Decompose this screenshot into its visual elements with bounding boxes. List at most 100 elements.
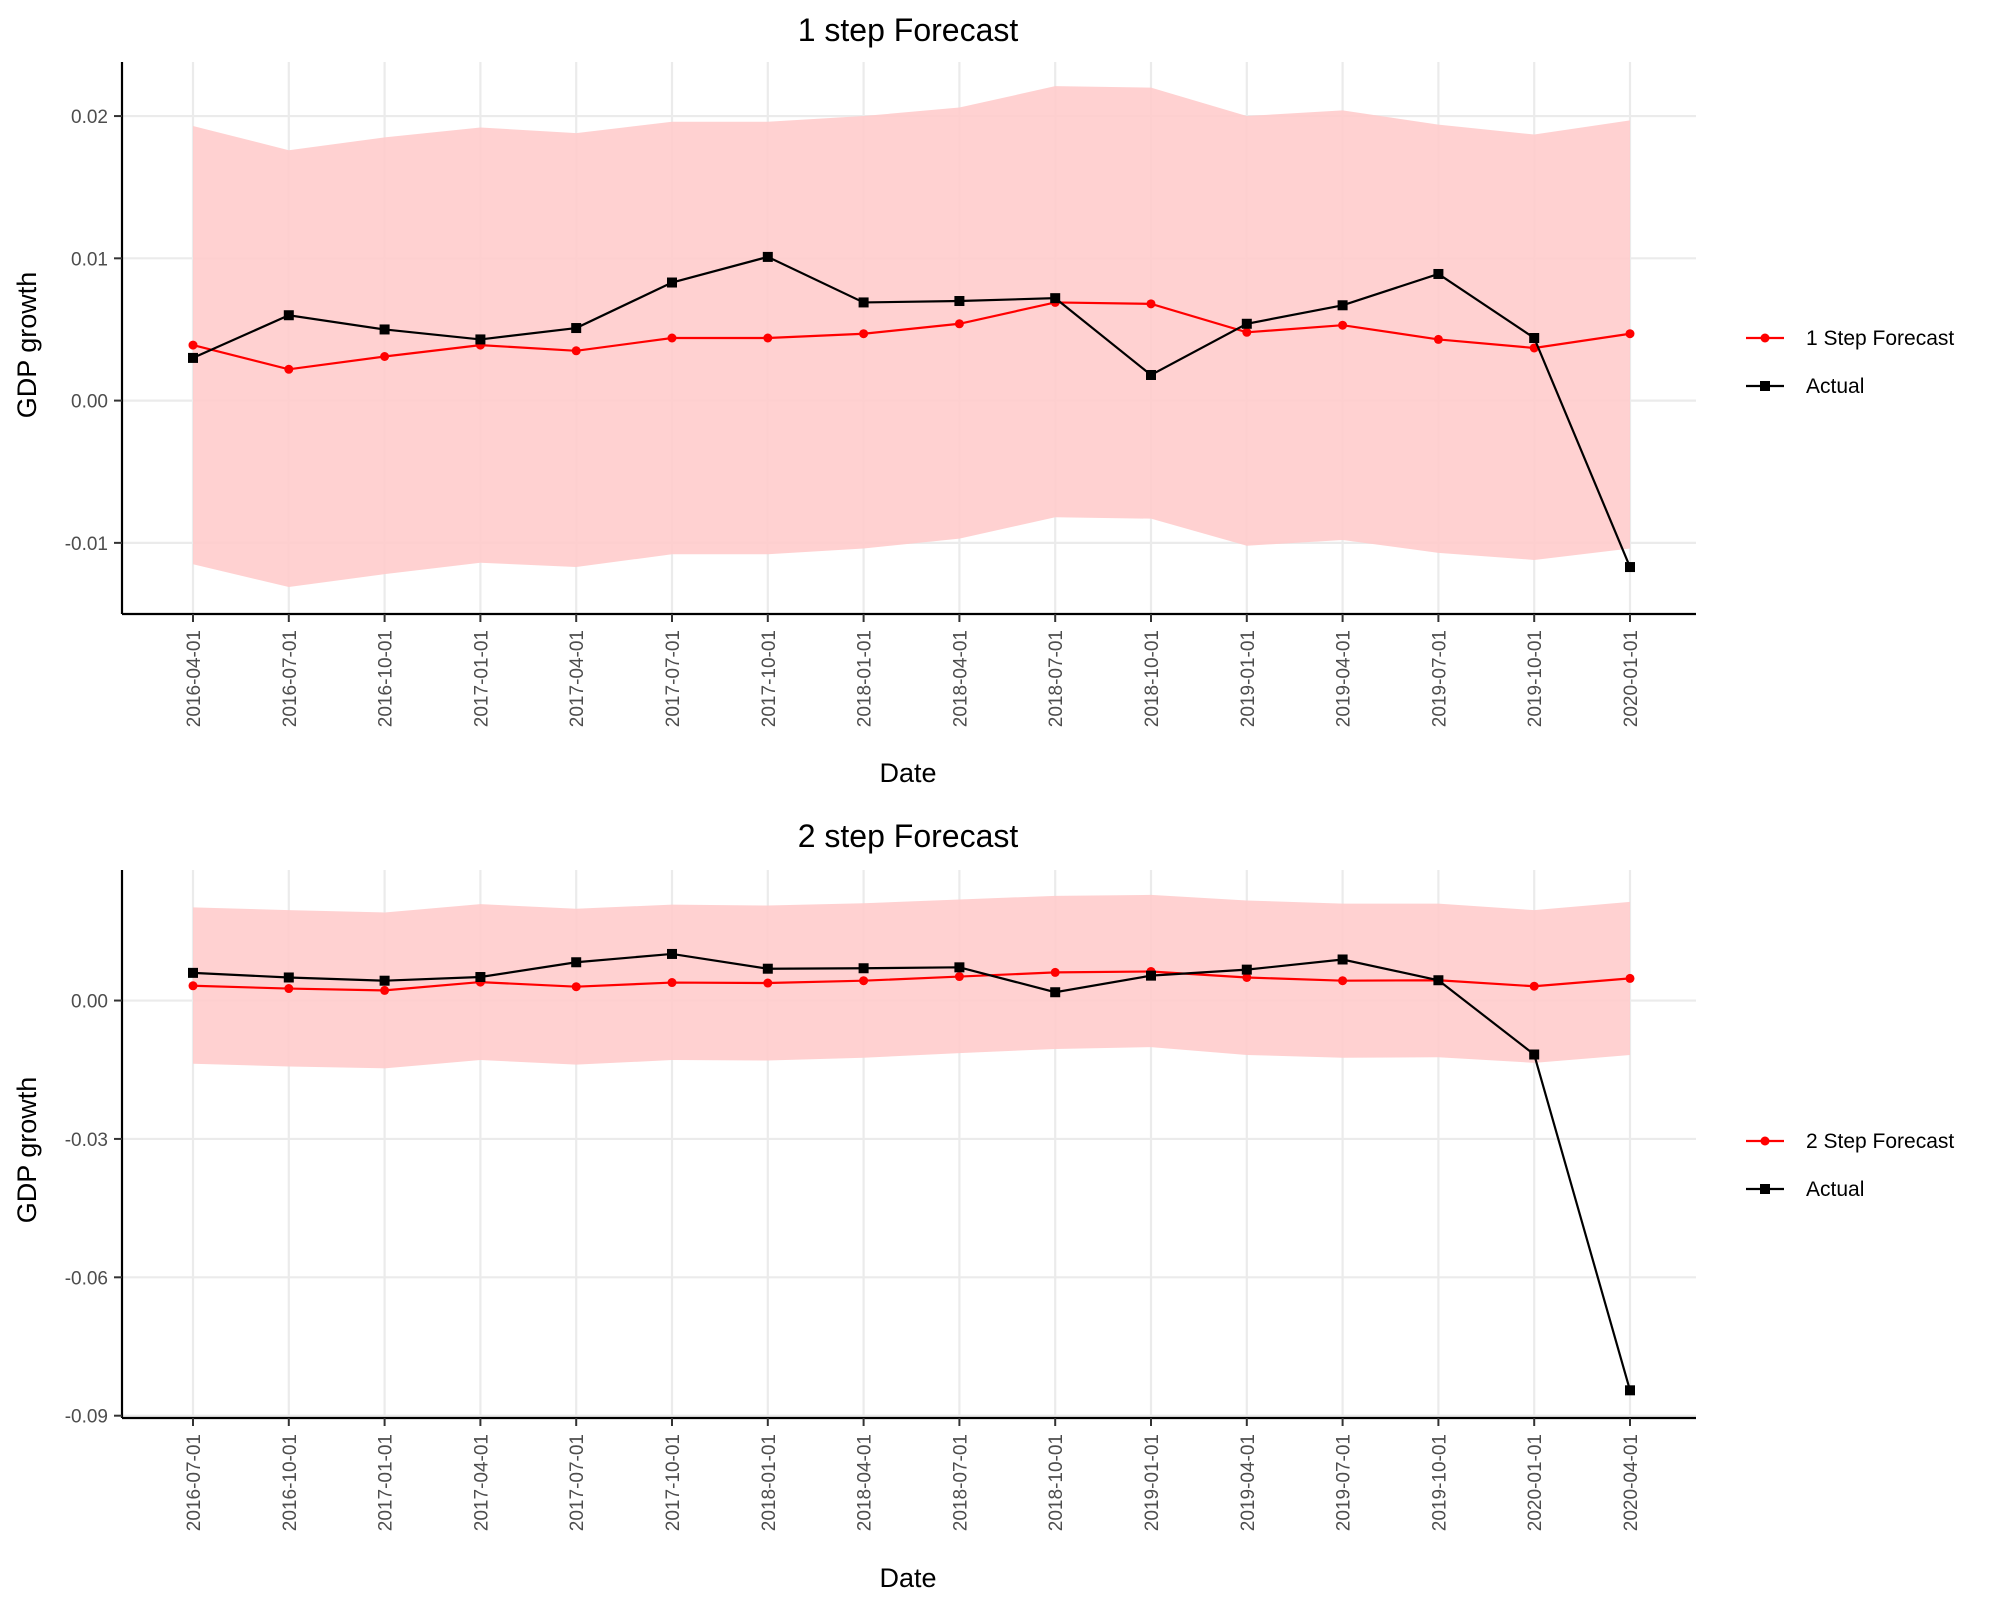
x-tick-label: 2017-10-01 [759, 630, 780, 727]
data-point [954, 319, 964, 329]
data-point [858, 297, 869, 308]
x-axis-label: Date [879, 1563, 936, 1593]
x-tick-label: 2020-01-01 [1621, 630, 1642, 727]
legend-label: Actual [1806, 375, 1864, 398]
data-point [1337, 954, 1348, 965]
legend-item: 1 Step Forecast [1746, 327, 1954, 350]
panel-1-step-forecast: 1 step Forecast 0.02 0.01 0.00 -0.01 2016-04… [12, 12, 1954, 788]
data-point [1433, 268, 1444, 279]
y-axis-label: GDP growth [12, 1077, 42, 1224]
data-point [1146, 369, 1156, 380]
data-point [1338, 320, 1348, 330]
y-tick-label: -0.03 [65, 1130, 108, 1151]
x-tick-label: 2017-07-01 [663, 630, 684, 727]
data-point [284, 364, 294, 374]
data-point [762, 251, 773, 262]
x-tick-label: 2016-07-01 [184, 1434, 205, 1531]
data-point [1050, 987, 1061, 998]
data-point [379, 324, 390, 335]
data-point [571, 346, 581, 356]
legend-label: Actual [1806, 1178, 1864, 1201]
data-point [284, 984, 294, 994]
legend-item: 2 Step Forecast [1746, 1130, 1954, 1153]
data-point [1338, 976, 1348, 986]
data-point [859, 976, 869, 986]
legend-item: Actual [1746, 1178, 1864, 1201]
series-actual [188, 251, 1635, 573]
data-point [475, 972, 486, 983]
x-tick-label: 2017-01-01 [471, 630, 492, 727]
x-tick-label: 2019-01-01 [1142, 1434, 1163, 1531]
x-tick-label: 2019-04-01 [1238, 1434, 1259, 1531]
data-point [1625, 562, 1635, 573]
data-point [283, 972, 294, 983]
series-line [192, 952, 1632, 1391]
x-tick-label: 2019-04-01 [1334, 630, 1355, 727]
data-point [859, 329, 869, 339]
data-point [1529, 981, 1539, 991]
x-tick-label: 2019-07-01 [1429, 630, 1450, 727]
data-point [1146, 299, 1156, 309]
x-tick-label: 2018-04-01 [855, 1434, 876, 1531]
legend-marker [1760, 381, 1770, 391]
data-point [763, 978, 773, 988]
data-point [1625, 329, 1635, 339]
data-point [1625, 973, 1635, 983]
y-tick-label: 0.00 [71, 992, 108, 1013]
chart-title: 2 step Forecast [798, 818, 1019, 854]
series-line [192, 970, 1631, 992]
legend-item: Actual [1746, 375, 1864, 398]
data-point [475, 334, 486, 345]
data-point [1337, 300, 1348, 311]
data-point [1433, 334, 1443, 344]
y-tick-label: 0.02 [71, 107, 108, 128]
x-tick-label: 2019-10-01 [1525, 630, 1546, 727]
legend-label: 2 Step Forecast [1806, 1130, 1954, 1153]
x-tick-label: 2019-01-01 [1238, 630, 1259, 727]
data-point [571, 323, 582, 334]
x-tick-label: 2017-07-01 [567, 1434, 588, 1531]
plot-area: 0.02 0.01 0.00 -0.01 2016-04-01 2016-07-01 201… [65, 62, 1696, 727]
data-point [762, 963, 773, 974]
data-point [1146, 970, 1156, 981]
data-point [188, 981, 198, 991]
data-point [954, 972, 964, 982]
data-point [1050, 293, 1061, 304]
x-tick-label: 2016-07-01 [280, 630, 301, 727]
data-point [283, 310, 294, 321]
legend: 1 Step Forecast Actual [1746, 327, 1954, 398]
y-tick-label: -0.06 [65, 1268, 108, 1289]
data-point [858, 963, 869, 974]
x-tick-label: 2018-01-01 [759, 1434, 780, 1531]
x-tick-label: 2018-04-01 [950, 630, 971, 727]
data-point [571, 982, 581, 992]
legend-label: 1 Step Forecast [1806, 327, 1954, 350]
series-actual [188, 948, 1635, 1396]
x-tick-label: 2018-07-01 [950, 1434, 971, 1531]
panel-2-step-forecast: 2 step Forecast 0.00 -0.03 -0.06 -0.09 2016-… [12, 818, 1954, 1593]
data-point [1050, 967, 1060, 977]
x-axis-label: Date [879, 758, 936, 788]
data-point [380, 351, 390, 361]
y-tick-label: 0.00 [71, 392, 108, 413]
x-tick-label: 2017-10-01 [663, 1434, 684, 1531]
x-tick-label: 2019-07-01 [1334, 1434, 1355, 1531]
data-point [571, 957, 582, 968]
data-point [1529, 1049, 1540, 1060]
y-axis-label: GDP growth [12, 272, 42, 419]
data-point [1529, 333, 1540, 343]
data-point [954, 296, 965, 307]
data-point [667, 948, 677, 959]
x-tick-label: 2020-04-01 [1621, 1434, 1642, 1531]
data-point [188, 352, 198, 363]
x-tick-label: 2018-10-01 [1142, 630, 1163, 727]
x-tick-label: 2016-10-01 [376, 630, 397, 727]
x-tick-label: 2020-01-01 [1525, 1434, 1546, 1531]
data-point [1241, 318, 1252, 329]
legend: 2 Step Forecast Actual [1746, 1130, 1954, 1201]
data-point [188, 340, 198, 350]
data-point [1242, 327, 1252, 337]
legend-marker [1760, 1184, 1770, 1194]
x-tick-label: 2018-01-01 [855, 630, 876, 727]
